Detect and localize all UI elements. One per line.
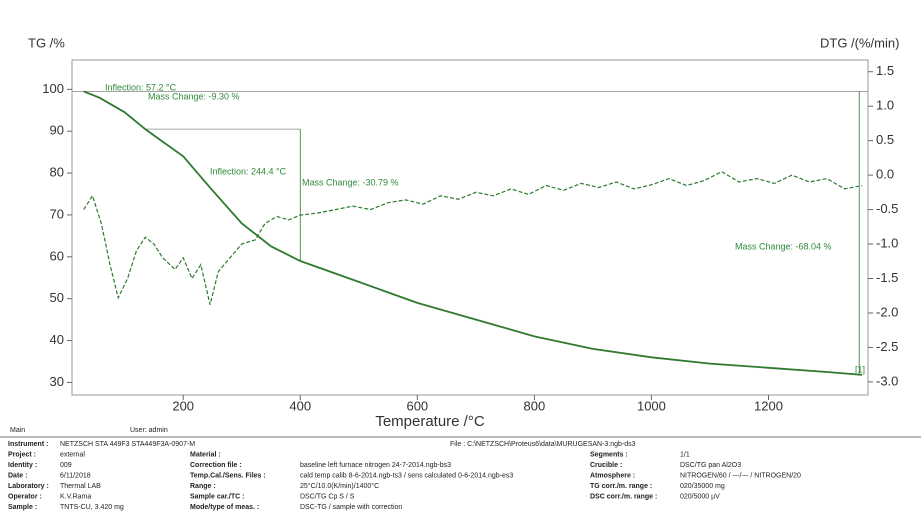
info-cell: DSC/TG pan Al2O3 (680, 462, 741, 469)
series-line (83, 171, 863, 305)
info-cell: 009 (60, 462, 72, 469)
info-cell: Temp.Cal./Sens. Files : (190, 472, 266, 479)
y2-tick-label: -3.0 (876, 373, 898, 388)
annotation: Inflection: 57.2 °C (105, 82, 177, 92)
info-cell: Identity : (8, 462, 37, 469)
y-tick-label: 90 (50, 123, 64, 138)
y-tick-label: 100 (42, 81, 64, 96)
info-cell: Instrument : (8, 441, 48, 448)
info-cell: NITROGEN/60 / ---/--- / NITROGEN/20 (680, 472, 801, 479)
info-cell: 6/11/2018 (60, 472, 91, 479)
info-cell: baseline left furnace nitrogen 24-7-2014… (300, 462, 451, 469)
y2-axis-title: DTG /(%/min) (820, 35, 899, 50)
y-tick-label: 70 (50, 206, 64, 221)
annotation: Mass Change: -30.79 % (302, 177, 399, 187)
info-cell: 1/1 (680, 451, 690, 458)
info-cell: Crucible : (590, 462, 622, 469)
x-axis-title: Temperature /°C (375, 413, 485, 430)
info-cell: Sample car./TC : (190, 493, 244, 500)
annotation: [1] (855, 364, 865, 374)
info-cell: external (60, 451, 85, 458)
x-tick-label: 400 (289, 398, 311, 413)
y2-tick-label: 0.5 (876, 132, 894, 147)
info-cell: 020/35000 mg (680, 483, 725, 490)
info-cell: Sample : (8, 504, 37, 511)
y-tick-label: 40 (50, 332, 64, 347)
footer: User: admin (130, 427, 168, 434)
y2-tick-label: 1.5 (876, 63, 894, 78)
info-cell: TNTS-CU, 3.420 mg (60, 504, 124, 511)
info-cell: Material : (190, 451, 221, 458)
y2-tick-label: -1.0 (876, 235, 898, 250)
y2-tick-label: -1.5 (876, 270, 898, 285)
y2-tick-label: 0.0 (876, 167, 894, 182)
y-tick-label: 60 (50, 248, 64, 263)
info-cell: Thermal LAB (60, 483, 101, 490)
annotation: Mass Change: -68.04 % (735, 241, 832, 251)
info-cell: cald temp calib 8-6-2014.ngb-ts3 / sens … (300, 472, 513, 479)
info-cell: DSC corr./m. range : (590, 493, 657, 500)
annotation: Mass Change: -9.30 % (148, 91, 240, 101)
info-cell: DSC-TG / sample with correction (300, 504, 402, 511)
y2-tick-label: -2.5 (876, 339, 898, 354)
x-tick-label: 200 (172, 398, 194, 413)
footer: Main (10, 427, 25, 434)
info-cell: Range : (190, 483, 216, 490)
info-cell: K.V.Rama (60, 493, 91, 500)
series-line (83, 90, 863, 376)
y-tick-label: 80 (50, 165, 64, 180)
info-cell: Mode/type of meas. : (190, 504, 259, 511)
info-cell: Segments : (590, 451, 628, 458)
y-tick-label: 50 (50, 290, 64, 305)
y2-tick-label: -0.5 (876, 201, 898, 216)
info-cell: Project : (8, 451, 36, 458)
x-tick-label: 1200 (754, 398, 783, 413)
info-cell: NETZSCH STA 449F3 STA449F3A-0907-M (60, 441, 195, 448)
y2-tick-label: -2.0 (876, 304, 898, 319)
y-axis-title: TG /% (28, 35, 65, 50)
info-cell: Date : (8, 472, 27, 479)
info-cell: TG corr./m. range : (590, 483, 652, 490)
x-tick-label: 600 (406, 398, 428, 413)
info-cell: 020/5000 µV (680, 493, 720, 500)
annotation: Inflection: 244.4 °C (210, 166, 287, 176)
plot-frame (71, 59, 869, 396)
info-cell: Atmosphere : (590, 472, 635, 479)
info-cell: Operator : (8, 493, 42, 500)
y-tick-label: 30 (50, 374, 64, 389)
info-cell: Correction file : (190, 462, 242, 469)
file-path: File : C:\NETZSCH\Proteus6\data\MURUGESA… (450, 441, 636, 448)
info-cell: DSC/TG Cp S / S (300, 493, 355, 500)
info-cell: 25°C/10.0(K/min)/1400°C (300, 482, 379, 490)
x-tick-label: 800 (524, 398, 546, 413)
info-cell: Laboratory : (8, 483, 49, 490)
x-tick-label: 1000 (637, 398, 666, 413)
y2-tick-label: 1.0 (876, 98, 894, 113)
